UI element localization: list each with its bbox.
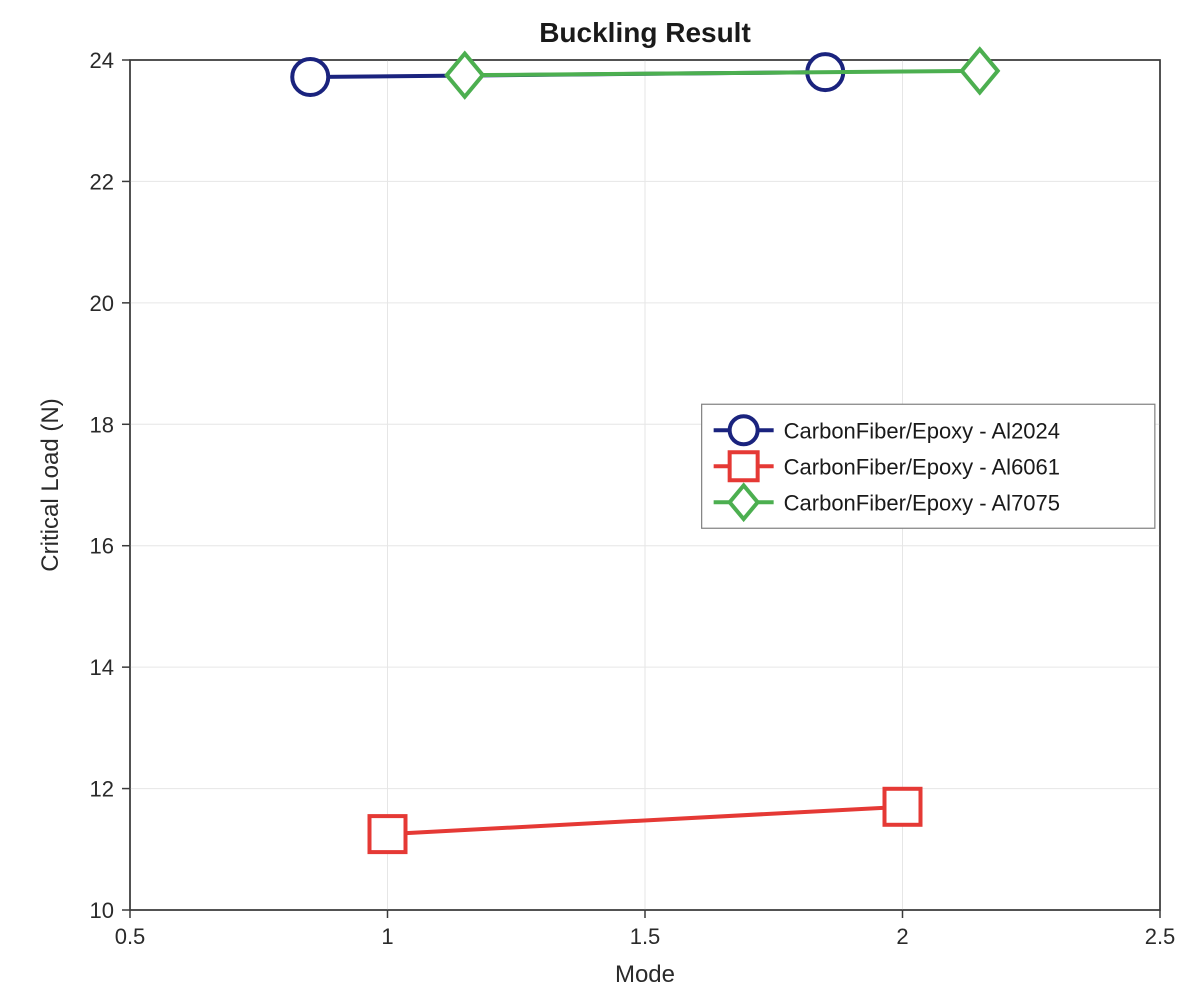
legend-label: CarbonFiber/Epoxy - Al7075	[784, 490, 1060, 515]
ytick-label: 12	[90, 777, 114, 802]
legend-label: CarbonFiber/Epoxy - Al6061	[784, 454, 1060, 479]
legend-label: CarbonFiber/Epoxy - Al2024	[784, 418, 1060, 443]
xtick-label: 2	[896, 924, 908, 949]
marker-square	[730, 452, 758, 480]
xtick-label: 0.5	[115, 924, 146, 949]
chart-svg: 0.5 1 1.5 2 2.5 10 12 14 16 18 20 22 24 Mode Critical …	[0, 0, 1200, 990]
ytick-label: 20	[90, 291, 114, 316]
chart-container: 0.5 1 1.5 2 2.5 10 12 14 16 18 20 22 24 Mode Critical …	[0, 0, 1200, 990]
xtick-label: 2.5	[1145, 924, 1176, 949]
x-axis-label: Mode	[615, 961, 675, 988]
ytick-label: 18	[90, 412, 114, 437]
ytick-label: 16	[90, 534, 114, 559]
chart-title: Buckling Result	[539, 17, 751, 48]
marker-circle	[292, 59, 328, 95]
ytick-label: 22	[90, 169, 114, 194]
y-axis-label: Critical Load (N)	[37, 398, 64, 571]
ytick-label: 24	[90, 48, 114, 73]
xtick-label: 1	[381, 924, 393, 949]
marker-square	[370, 816, 406, 852]
ytick-label: 14	[90, 655, 114, 680]
xtick-label: 1.5	[630, 924, 661, 949]
legend: CarbonFiber/Epoxy - Al2024 CarbonFiber/Ep…	[702, 404, 1155, 528]
marker-circle	[730, 416, 758, 444]
ytick-label: 10	[90, 898, 114, 923]
marker-square	[885, 789, 921, 825]
